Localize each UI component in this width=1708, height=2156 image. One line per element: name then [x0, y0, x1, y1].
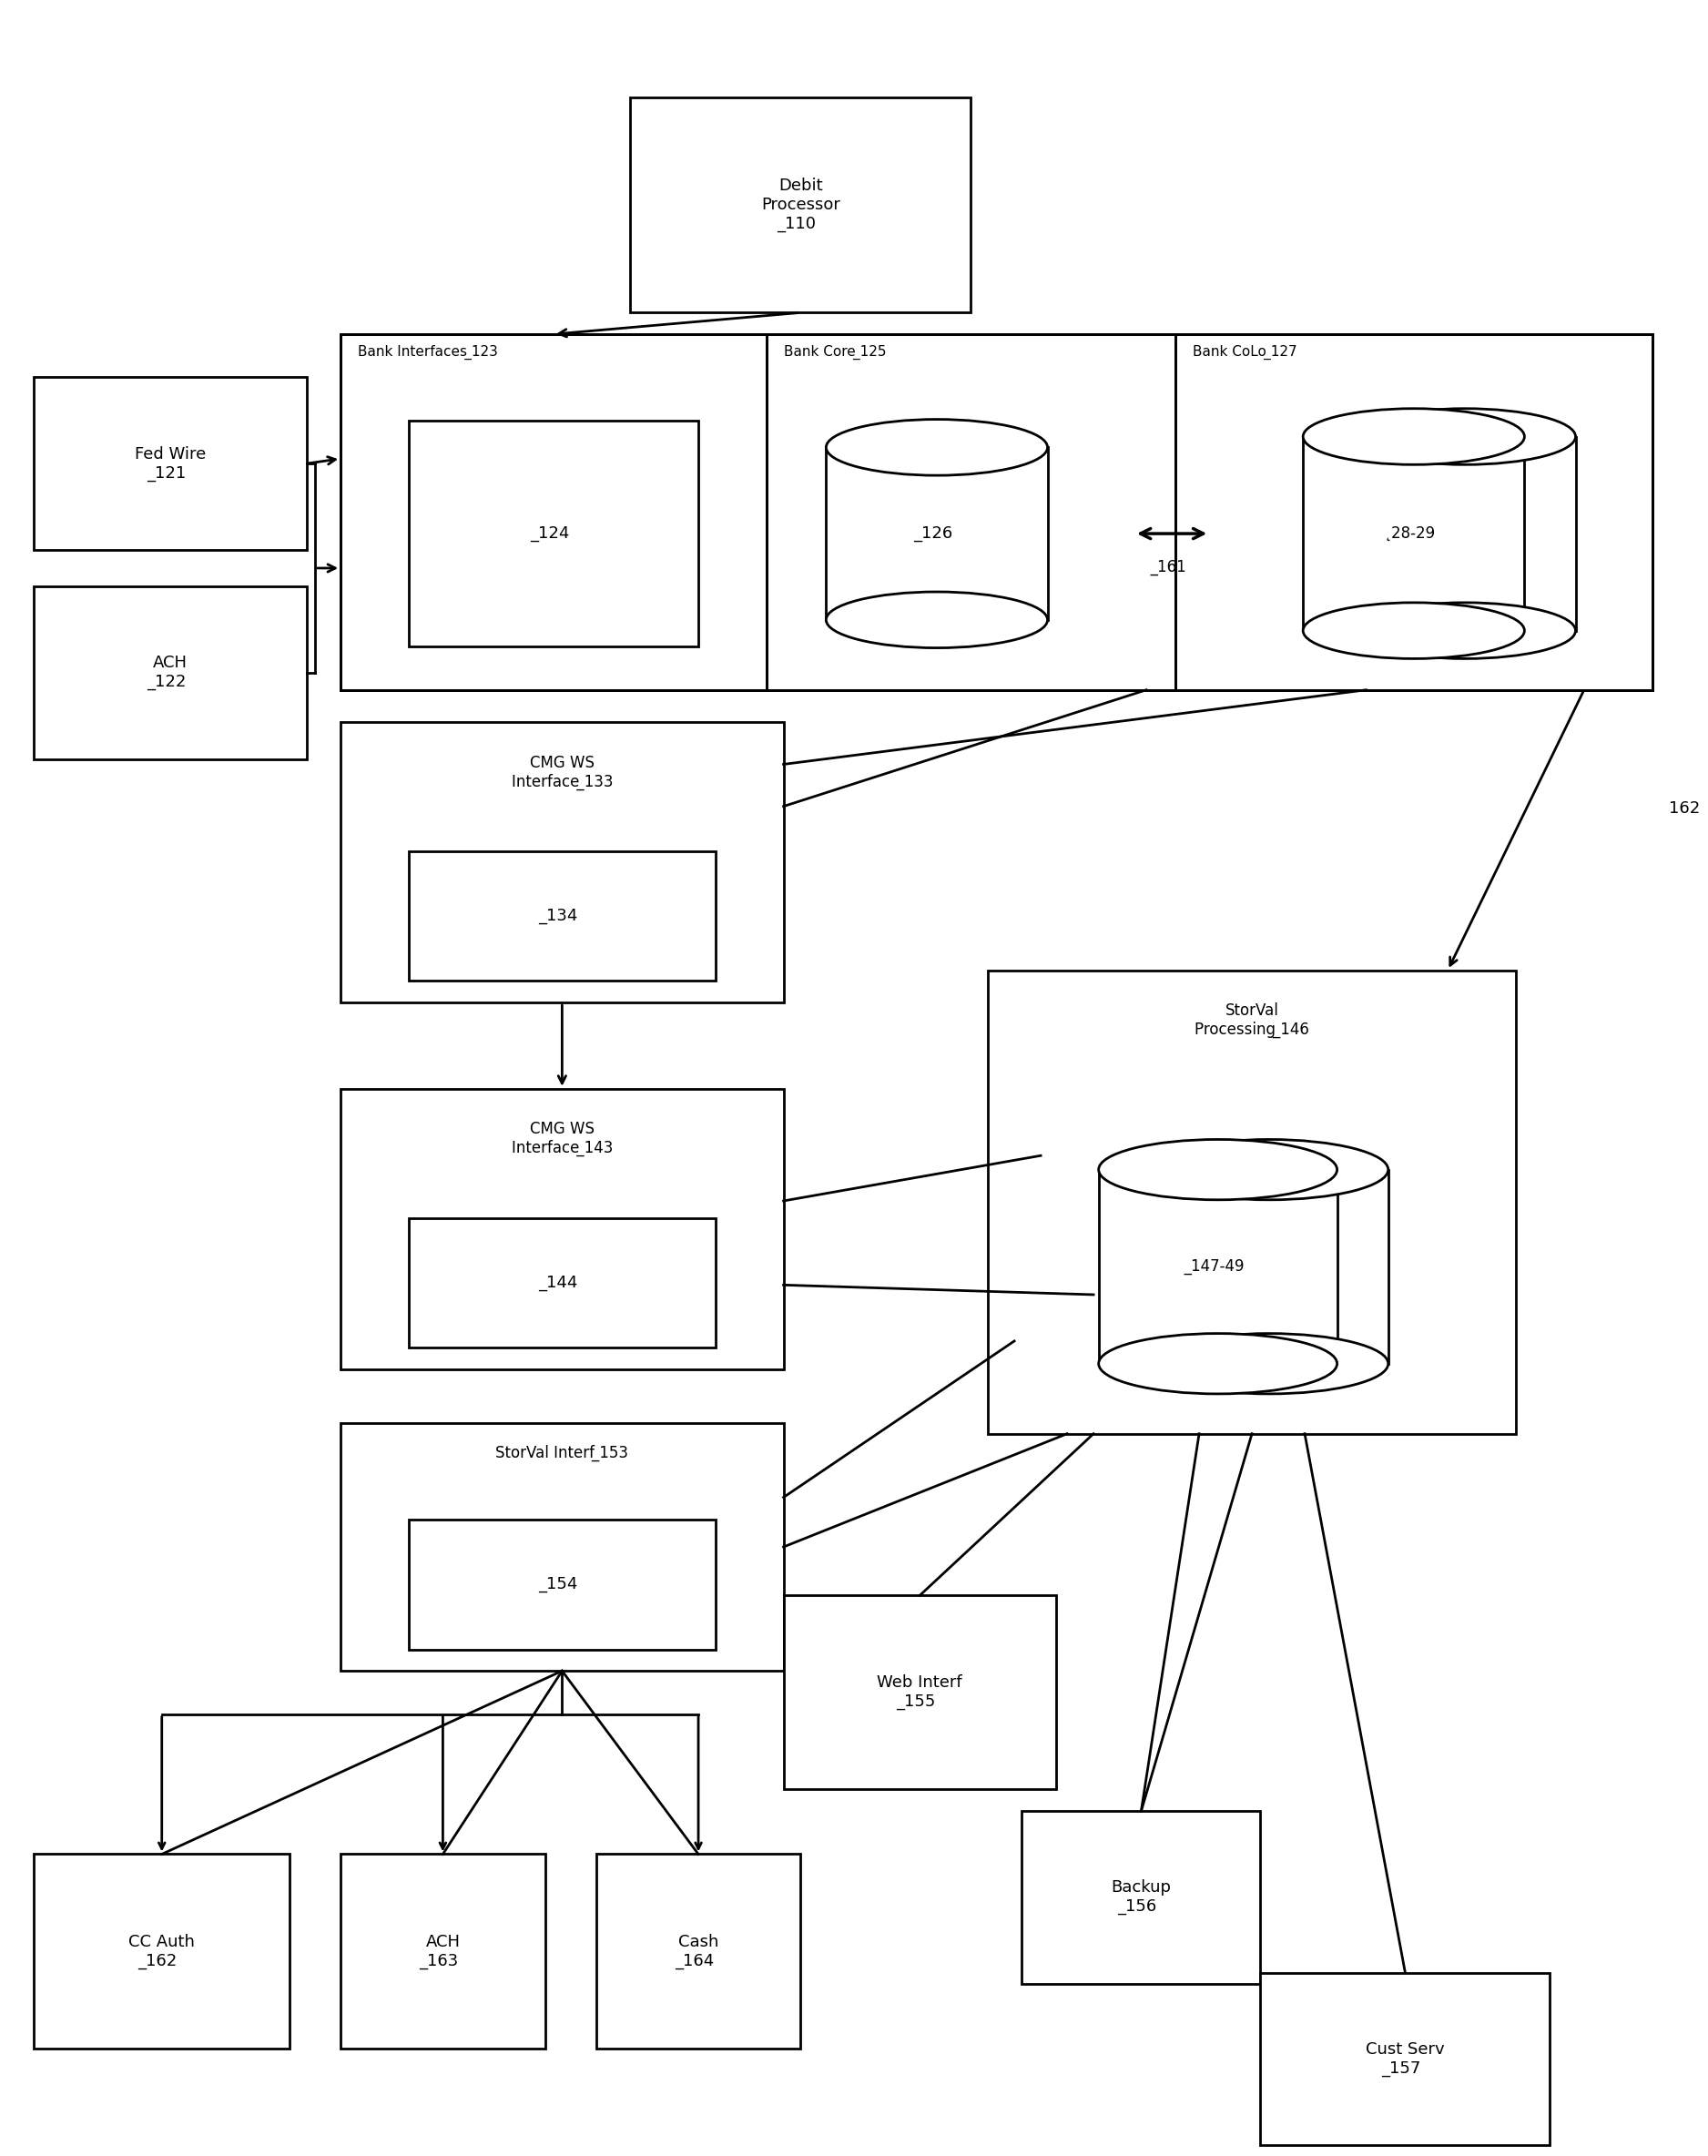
- Bar: [1021, 1811, 1261, 1984]
- Ellipse shape: [1098, 1332, 1337, 1395]
- Ellipse shape: [1303, 407, 1525, 466]
- Text: ̲124: ̲124: [538, 526, 569, 541]
- Bar: [408, 420, 699, 647]
- Bar: [596, 1854, 801, 2048]
- Text: StorVal Interf ̲153: StorVal Interf ̲153: [495, 1445, 629, 1462]
- Bar: [408, 1520, 716, 1649]
- Bar: [340, 1854, 545, 2048]
- Text: ACH
̲122: ACH ̲122: [154, 655, 188, 690]
- Text: ̲144: ̲144: [547, 1274, 577, 1291]
- Bar: [1175, 334, 1652, 690]
- Bar: [1149, 1171, 1389, 1365]
- Text: Bank CoLo ̲127: Bank CoLo ̲127: [1192, 345, 1296, 360]
- Text: CMG WS
Interface ̲133: CMG WS Interface ̲133: [511, 755, 613, 789]
- Ellipse shape: [1149, 1141, 1389, 1201]
- Ellipse shape: [1303, 602, 1525, 660]
- Text: ̲161: ̲161: [1158, 561, 1187, 576]
- Text: Cash
̲164: Cash ̲164: [678, 1934, 719, 1968]
- Text: Web Interf
̲155: Web Interf ̲155: [878, 1675, 962, 1710]
- Ellipse shape: [1354, 602, 1575, 660]
- Ellipse shape: [1354, 407, 1575, 466]
- Text: Backup
̲156: Backup ̲156: [1112, 1880, 1172, 1915]
- Bar: [1098, 1171, 1337, 1365]
- Text: Bank Interfaces ̲123: Bank Interfaces ̲123: [357, 345, 497, 360]
- Bar: [1261, 1973, 1549, 2145]
- Bar: [987, 970, 1517, 1434]
- Bar: [340, 722, 784, 1003]
- Bar: [34, 377, 307, 550]
- Text: ̲147-49: ̲147-49: [1190, 1259, 1245, 1274]
- Bar: [784, 1595, 1056, 1789]
- Bar: [340, 1423, 784, 1671]
- Bar: [408, 852, 716, 981]
- Text: ACH
̲163: ACH ̲163: [425, 1934, 459, 1968]
- Bar: [34, 586, 307, 759]
- Text: StorVal
Processing ̲146: StorVal Processing ̲146: [1194, 1003, 1310, 1037]
- Text: ̲126: ̲126: [921, 526, 953, 541]
- Bar: [1303, 438, 1525, 632]
- Bar: [1354, 438, 1575, 632]
- Bar: [340, 334, 767, 690]
- Text: Cust Serv
̲157: Cust Serv ̲157: [1366, 2042, 1445, 2076]
- Text: CC Auth
̲162: CC Auth ̲162: [128, 1934, 195, 1968]
- Bar: [340, 1089, 784, 1369]
- Text: Bank Core ̲125: Bank Core ̲125: [784, 345, 886, 360]
- Text: ̲134: ̲134: [547, 908, 577, 925]
- Bar: [630, 97, 970, 313]
- Text: CMG WS
Interface ̲143: CMG WS Interface ̲143: [511, 1121, 613, 1156]
- Text: 162: 162: [1669, 800, 1701, 817]
- Ellipse shape: [827, 591, 1047, 649]
- Text: Fed Wire
̲121: Fed Wire ̲121: [135, 446, 207, 481]
- Bar: [767, 334, 1175, 690]
- Text: ̲154: ̲154: [547, 1576, 577, 1593]
- Text: ̨28-29: ̨28-29: [1392, 526, 1436, 541]
- Bar: [827, 448, 1047, 621]
- Ellipse shape: [1098, 1141, 1337, 1201]
- Bar: [340, 334, 1652, 690]
- Text: Debit
Processor
̲110: Debit Processor ̲110: [762, 177, 840, 233]
- Bar: [34, 1854, 290, 2048]
- Ellipse shape: [827, 418, 1047, 476]
- Ellipse shape: [1149, 1332, 1389, 1395]
- Bar: [408, 1218, 716, 1348]
